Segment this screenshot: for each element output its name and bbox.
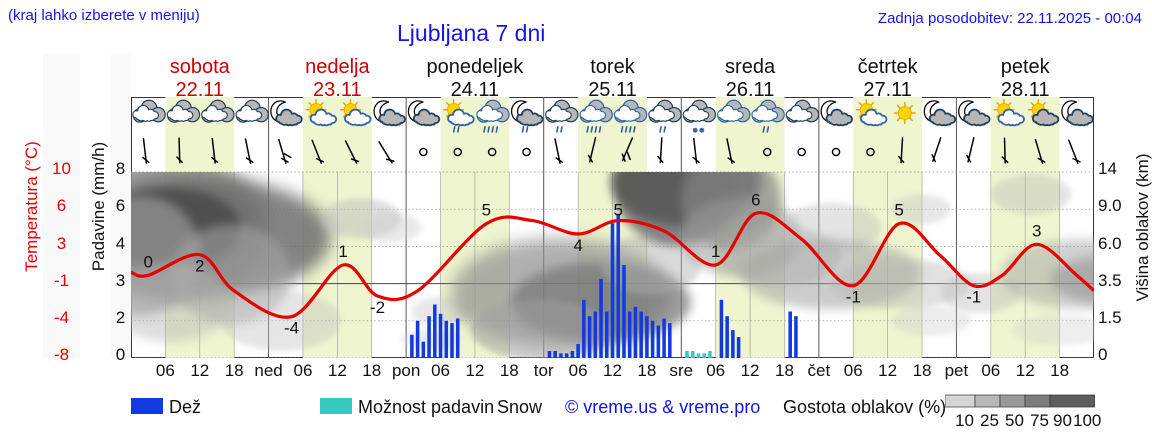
svg-text:6: 6 [751,190,760,209]
svg-text:-1: -1 [846,288,861,307]
svg-text:-2: -2 [370,298,385,317]
svg-text:1: 1 [711,242,720,261]
svg-text:-1: -1 [966,288,981,307]
svg-text:5: 5 [482,201,491,220]
svg-text:3: 3 [1032,221,1041,240]
svg-text:2: 2 [195,257,204,276]
svg-text:0: 0 [143,252,152,271]
svg-text:5: 5 [894,201,903,220]
svg-text:5: 5 [613,201,622,220]
svg-text:4: 4 [573,236,582,255]
svg-text:-4: -4 [284,319,299,338]
svg-text:1: 1 [338,242,347,261]
